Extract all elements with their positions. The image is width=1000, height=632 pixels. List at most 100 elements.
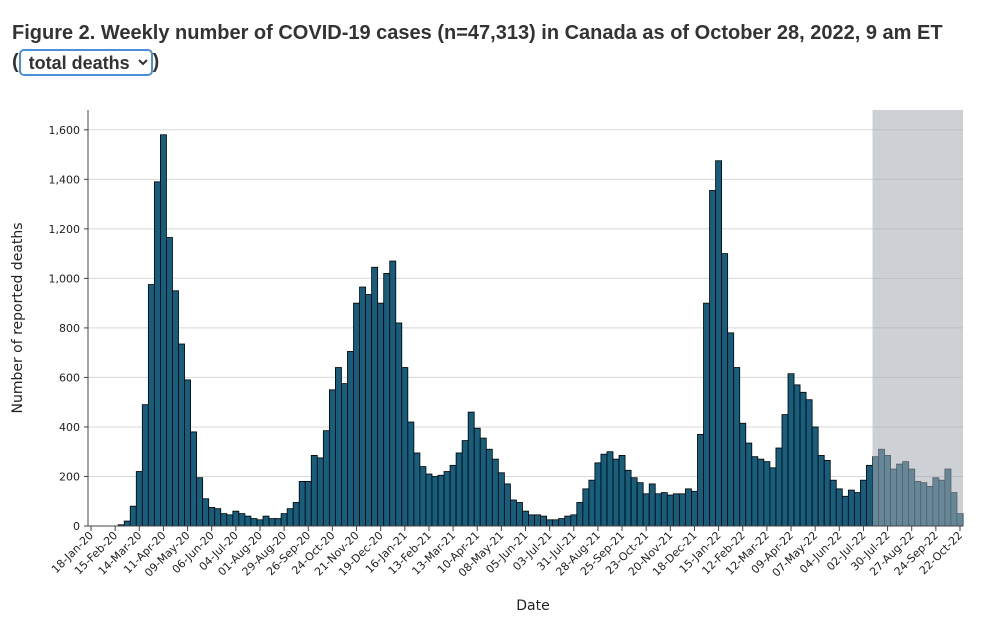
bar bbox=[618, 455, 626, 527]
bar bbox=[335, 367, 342, 527]
y-tick-label: 1,600 bbox=[49, 124, 81, 137]
bar bbox=[624, 469, 632, 527]
bar bbox=[829, 479, 837, 527]
bar bbox=[455, 452, 463, 527]
bar bbox=[437, 474, 445, 527]
bar bbox=[214, 508, 222, 527]
bar bbox=[485, 448, 493, 527]
bar bbox=[685, 488, 692, 527]
bar bbox=[274, 518, 282, 527]
paren-open: ( bbox=[12, 51, 19, 73]
bar bbox=[328, 389, 336, 527]
bar bbox=[666, 494, 674, 527]
bar bbox=[612, 458, 620, 527]
bar bbox=[377, 302, 385, 527]
header: Figure 2. Weekly number of COVID-19 case… bbox=[12, 22, 943, 76]
bar bbox=[510, 499, 517, 527]
bar bbox=[141, 404, 149, 527]
bar bbox=[298, 481, 306, 527]
bar bbox=[781, 414, 789, 527]
y-tick-label: 1,200 bbox=[49, 223, 81, 236]
bar bbox=[347, 351, 354, 527]
bar bbox=[823, 459, 831, 527]
bar bbox=[528, 514, 535, 527]
bar bbox=[244, 515, 252, 527]
bar bbox=[606, 451, 614, 527]
bar bbox=[353, 302, 360, 527]
bar bbox=[401, 367, 409, 527]
bar bbox=[238, 513, 246, 527]
y-axis-title: Number of reported deaths bbox=[10, 222, 26, 413]
bar bbox=[516, 502, 523, 527]
bar bbox=[733, 367, 741, 527]
bar bbox=[280, 513, 288, 527]
bar bbox=[202, 498, 210, 527]
bar bbox=[558, 518, 566, 527]
bar bbox=[184, 379, 191, 527]
bar bbox=[805, 399, 813, 527]
bar bbox=[190, 431, 198, 527]
bar bbox=[419, 466, 427, 527]
bar bbox=[449, 464, 457, 527]
bar bbox=[866, 464, 873, 527]
chart-title: Figure 2. Weekly number of COVID-19 case… bbox=[12, 22, 943, 44]
bar bbox=[648, 483, 656, 527]
bar bbox=[552, 519, 560, 527]
bar bbox=[763, 461, 771, 527]
bar bbox=[208, 507, 216, 527]
bar bbox=[672, 493, 680, 527]
bar bbox=[835, 488, 843, 527]
bar bbox=[817, 455, 825, 527]
bar bbox=[715, 160, 723, 527]
bar bbox=[751, 456, 759, 527]
bar bbox=[709, 190, 716, 527]
shaded-region bbox=[872, 110, 963, 526]
bar bbox=[166, 237, 173, 527]
y-tick-label: 200 bbox=[59, 470, 80, 483]
measure-select[interactable]: total deaths bbox=[18, 49, 153, 76]
bar bbox=[727, 332, 735, 527]
bar bbox=[341, 383, 348, 527]
y-tick-label: 400 bbox=[59, 421, 80, 434]
bar bbox=[691, 490, 698, 527]
bar bbox=[172, 290, 179, 527]
bar bbox=[389, 260, 397, 527]
bar bbox=[703, 302, 710, 527]
bar bbox=[292, 502, 300, 527]
bar bbox=[636, 482, 644, 527]
bar bbox=[522, 510, 529, 527]
bar bbox=[135, 471, 143, 527]
bar bbox=[497, 472, 505, 527]
y-tick-label: 800 bbox=[59, 322, 80, 335]
bar bbox=[461, 440, 469, 527]
bar bbox=[262, 515, 270, 527]
measure-control: ( total deaths ) bbox=[12, 49, 943, 76]
bar bbox=[769, 467, 777, 527]
bar bbox=[286, 508, 294, 527]
bar bbox=[630, 477, 638, 527]
bar bbox=[775, 447, 783, 527]
bar bbox=[123, 520, 131, 527]
bar bbox=[860, 479, 867, 527]
bar bbox=[799, 391, 807, 527]
bar bbox=[395, 322, 403, 527]
bar bbox=[359, 286, 366, 527]
y-tick-label: 1,400 bbox=[49, 173, 81, 186]
bar bbox=[546, 519, 554, 527]
bar bbox=[745, 442, 753, 527]
bar bbox=[473, 427, 481, 527]
bar bbox=[678, 493, 686, 527]
bar bbox=[304, 481, 312, 527]
y-tick-label: 600 bbox=[59, 371, 80, 384]
bar bbox=[660, 492, 668, 527]
bar bbox=[431, 476, 439, 527]
bar bbox=[757, 458, 765, 527]
bar bbox=[226, 514, 234, 527]
bar bbox=[540, 515, 548, 527]
bar bbox=[739, 422, 747, 527]
bar bbox=[129, 505, 137, 527]
bar bbox=[268, 518, 276, 527]
bar bbox=[847, 489, 855, 527]
